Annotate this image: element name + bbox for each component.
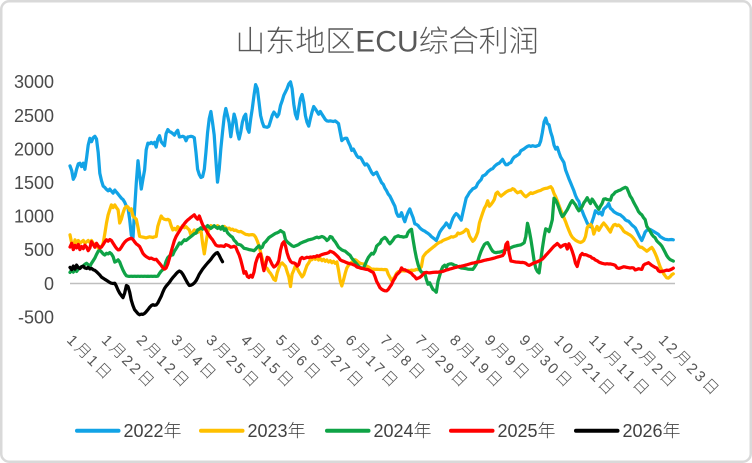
svg-text:1500: 1500: [14, 173, 54, 193]
svg-text:3000: 3000: [14, 72, 54, 92]
svg-text:2026: 2026: [623, 421, 663, 441]
svg-text:-500: -500: [18, 307, 54, 327]
svg-text:E: E: [355, 26, 375, 59]
svg-text:2022: 2022: [124, 421, 164, 441]
svg-text:2000: 2000: [14, 139, 54, 159]
svg-text:2025: 2025: [498, 421, 538, 441]
svg-text:1000: 1000: [14, 207, 54, 227]
svg-text:2023: 2023: [248, 421, 288, 441]
svg-text:2024: 2024: [374, 421, 414, 441]
svg-text:500: 500: [24, 240, 54, 260]
svg-text:0: 0: [44, 274, 54, 294]
svg-text:2500: 2500: [14, 106, 54, 126]
svg-text:U: U: [397, 26, 419, 59]
svg-text:C: C: [375, 26, 397, 59]
